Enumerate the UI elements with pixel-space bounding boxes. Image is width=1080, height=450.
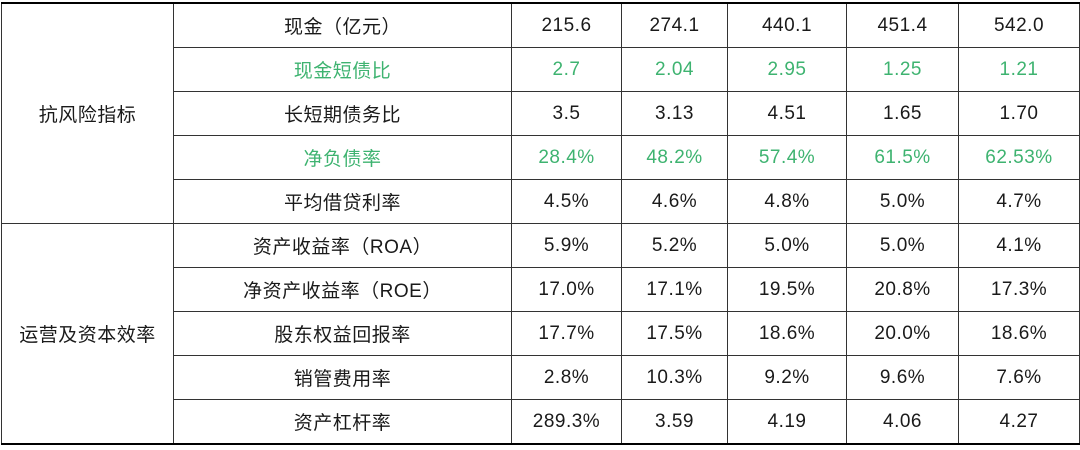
- table-row: 运营及资本效率 资产收益率（ROA） 5.9% 5.2% 5.0% 5.0% 4…: [1, 223, 1080, 445]
- value-cell: 1.70: [958, 91, 1080, 136]
- value-cell: 5.2%: [621, 223, 728, 268]
- value-cell: 4.27: [958, 399, 1080, 445]
- value-cell: 3.59: [621, 399, 728, 445]
- metric-name: 现金（亿元）: [173, 2, 512, 48]
- value-cell: 2.04: [621, 47, 728, 92]
- value-cell: 61.5%: [846, 135, 959, 180]
- value-cell: 48.2%: [621, 135, 728, 180]
- value-cell: 4.7%: [958, 179, 1080, 224]
- metric-name: 平均借贷利率: [173, 179, 512, 224]
- value-cell: 4.19: [727, 399, 847, 445]
- row-group-label-efficiency: 运营及资本效率: [1, 223, 174, 445]
- value-cell: 17.5%: [621, 311, 728, 356]
- value-cell: 7.6%: [958, 355, 1080, 400]
- value-cell: 5.0%: [727, 223, 847, 268]
- value-cell: 542.0: [958, 2, 1080, 48]
- value-cell: 289.3%: [511, 399, 622, 445]
- value-cell: 17.3%: [958, 267, 1080, 312]
- table-row: 抗风险指标 现金（亿元） 215.6 274.1 440.1 451.4 542…: [1, 2, 1080, 224]
- value-cell: 20.0%: [846, 311, 959, 356]
- value-cell: 17.7%: [511, 311, 622, 356]
- value-cell: 2.7: [511, 47, 622, 92]
- metric-name: 销管费用率: [173, 355, 512, 400]
- value-cell: 4.51: [727, 91, 847, 136]
- value-cell: 440.1: [727, 2, 847, 48]
- value-cell: 5.0%: [846, 179, 959, 224]
- table-row: 销管费用率 2.8% 10.3% 9.2% 9.6% 7.6%: [2, 355, 1080, 400]
- value-cell: 17.0%: [511, 267, 622, 312]
- value-cell: 274.1: [621, 2, 728, 48]
- metric-name: 净负债率: [173, 135, 512, 180]
- value-cell: 9.2%: [727, 355, 847, 400]
- value-cell: 451.4: [846, 2, 959, 48]
- value-cell: 4.5%: [511, 179, 622, 224]
- value-cell: 19.5%: [727, 267, 847, 312]
- table-row: 股东权益回报率 17.7% 17.5% 18.6% 20.0% 18.6%: [2, 311, 1080, 356]
- row-group-label-risk: 抗风险指标: [1, 2, 174, 224]
- value-cell: 4.1%: [958, 223, 1080, 268]
- value-cell: 20.8%: [846, 267, 959, 312]
- value-cell: 3.13: [621, 91, 728, 136]
- value-cell: 10.3%: [621, 355, 728, 400]
- value-cell: 4.06: [846, 399, 959, 445]
- value-cell: 4.6%: [621, 179, 728, 224]
- value-cell: 62.53%: [958, 135, 1080, 180]
- value-cell: 3.5: [511, 91, 622, 136]
- value-cell: 2.95: [727, 47, 847, 92]
- value-cell: 4.8%: [727, 179, 847, 224]
- value-cell: 5.9%: [511, 223, 622, 268]
- value-cell: 215.6: [511, 2, 622, 48]
- value-cell: 17.1%: [621, 267, 728, 312]
- value-cell: 18.6%: [958, 311, 1080, 356]
- value-cell: 18.6%: [727, 311, 847, 356]
- value-cell: 57.4%: [727, 135, 847, 180]
- value-cell: 1.25: [846, 47, 959, 92]
- table-row: 长短期债务比 3.5 3.13 4.51 1.65 1.70: [2, 91, 1080, 136]
- value-cell: 1.21: [958, 47, 1080, 92]
- metric-name: 资产杠杆率: [173, 399, 512, 445]
- table-row: 净资产收益率（ROE） 17.0% 17.1% 19.5% 20.8% 17.3…: [2, 267, 1080, 312]
- table-row: 平均借贷利率 4.5% 4.6% 4.8% 5.0% 4.7%: [2, 179, 1080, 224]
- metric-name: 净资产收益率（ROE）: [173, 267, 512, 312]
- metric-name: 股东权益回报率: [173, 311, 512, 356]
- metric-name: 长短期债务比: [173, 91, 512, 136]
- value-cell: 1.65: [846, 91, 959, 136]
- value-cell: 9.6%: [846, 355, 959, 400]
- table-row: 现金短债比 2.7 2.04 2.95 1.25 1.21: [2, 47, 1080, 92]
- value-cell: 28.4%: [511, 135, 622, 180]
- value-cell: 5.0%: [846, 223, 959, 268]
- table-row: 净负债率 28.4% 48.2% 57.4% 61.5% 62.53%: [2, 135, 1080, 180]
- value-cell: 2.8%: [511, 355, 622, 400]
- metric-name: 资产收益率（ROA）: [173, 223, 512, 268]
- table-row: 资产杠杆率 289.3% 3.59 4.19 4.06 4.27: [2, 399, 1080, 445]
- metric-name: 现金短债比: [173, 47, 512, 92]
